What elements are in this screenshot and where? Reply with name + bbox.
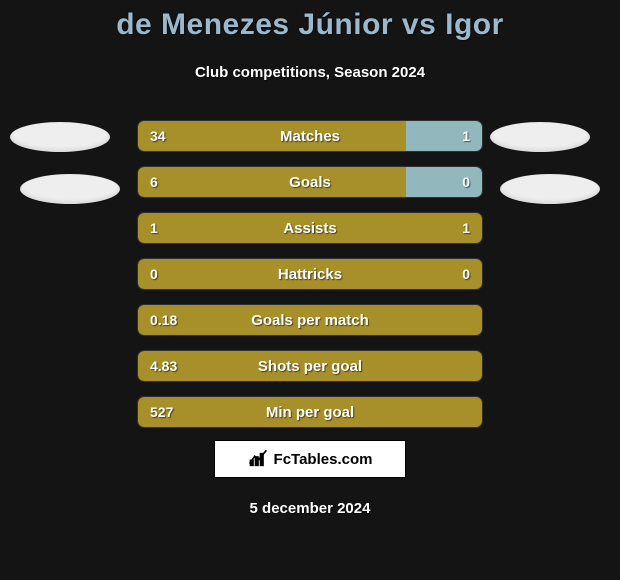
site-logo: FcTables.com (214, 440, 406, 478)
team-disc (500, 174, 600, 204)
stat-row: 341Matches (137, 120, 483, 152)
team-disc (20, 174, 120, 204)
page-subtitle: Club competitions, Season 2024 (0, 64, 620, 81)
stat-row: 4.83Shots per goal (137, 350, 483, 382)
stat-row: 00Hattricks (137, 258, 483, 290)
site-logo-text: FcTables.com (274, 451, 373, 468)
stat-row: 60Goals (137, 166, 483, 198)
stat-rows: 341Matches 60Goals 11Assists 00Hattricks 0.1… (137, 120, 483, 442)
page-title: de Menezes Júnior vs Igor (0, 8, 620, 42)
stat-row: 527Min per goal (137, 396, 483, 428)
stat-label: Hattricks (138, 259, 482, 289)
stat-label: Goals per match (138, 305, 482, 335)
chart-icon (248, 447, 268, 471)
team-disc (10, 122, 110, 152)
stat-label: Min per goal (138, 397, 482, 427)
stat-row: 0.18Goals per match (137, 304, 483, 336)
stat-label: Goals (138, 167, 482, 197)
stat-label: Matches (138, 121, 482, 151)
date-text: 5 december 2024 (0, 500, 620, 517)
team-disc (490, 122, 590, 152)
stat-label: Assists (138, 213, 482, 243)
stat-label: Shots per goal (138, 351, 482, 381)
stat-row: 11Assists (137, 212, 483, 244)
comparison-card: de Menezes Júnior vs Igor Club competiti… (0, 0, 620, 580)
